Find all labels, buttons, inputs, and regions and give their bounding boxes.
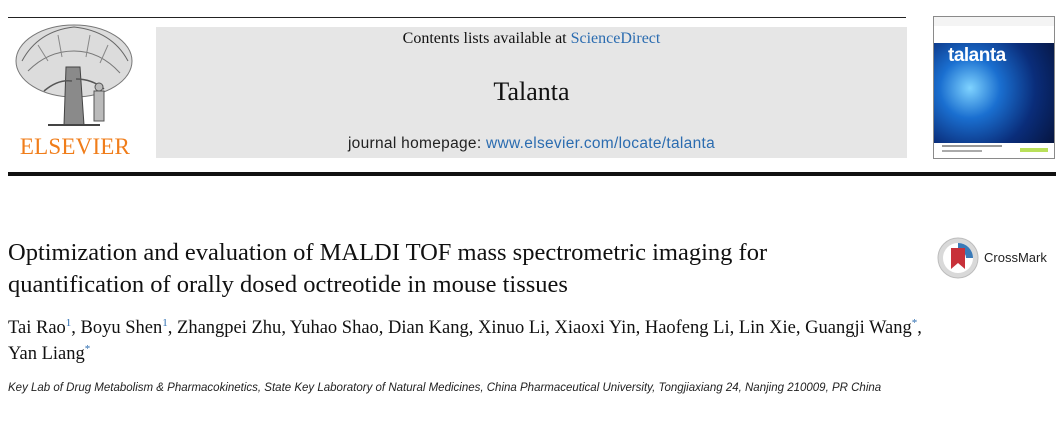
author-name-text: Tai Rao <box>8 318 66 338</box>
homepage-prefix: journal homepage: <box>347 135 487 152</box>
affiliation-mark[interactable]: 1 <box>162 316 168 329</box>
author-name[interactable]: Xiaoxi Yin <box>555 318 636 338</box>
author-name[interactable]: Tai Rao1 <box>8 316 72 338</box>
corresponding-author-mark[interactable]: * <box>911 316 918 329</box>
author-list: Tai Rao1, Boyu Shen1, Zhangpei Zhu, Yuha… <box>8 315 938 367</box>
author-name-text: Xinuo Li <box>477 318 546 338</box>
crossmark-button[interactable]: CrossMark <box>936 236 1056 282</box>
author-name-text: Haofeng Li <box>644 318 730 338</box>
elsevier-logo[interactable]: ELSEVIER <box>8 21 140 161</box>
crossmark-icon <box>937 237 979 279</box>
author-name[interactable]: Yan Liang* <box>8 342 91 364</box>
author-name-text: Yan Liang <box>8 344 85 364</box>
homepage-link[interactable]: www.elsevier.com/locate/talanta <box>486 135 716 152</box>
author-name[interactable]: Haofeng Li <box>645 318 730 338</box>
journal-cover[interactable]: talanta <box>933 16 1055 159</box>
affiliation: Key Lab of Drug Metabolism & Pharmacokin… <box>8 382 882 394</box>
author-name-text: Guangji Wang <box>805 318 912 338</box>
journal-name: Talanta <box>493 77 570 106</box>
author-separator: , <box>281 318 290 338</box>
contents-prefix: Contents lists available at <box>402 30 571 47</box>
contents-line: Contents lists available at ScienceDirec… <box>156 30 907 48</box>
author-name[interactable]: Guangji Wang* <box>805 316 918 338</box>
author-name[interactable]: Zhangpei Zhu <box>177 318 281 338</box>
cover-text-line <box>942 145 1002 147</box>
elsevier-wordmark: ELSEVIER <box>19 134 131 159</box>
author-separator: , <box>795 318 806 338</box>
cover-top-strip <box>934 17 1054 26</box>
header-rule <box>8 172 1056 176</box>
author-separator: , <box>635 318 645 338</box>
author-name-text: Xiaoxi Yin <box>554 318 636 338</box>
tree-icon <box>15 24 133 126</box>
top-rule <box>8 17 906 18</box>
author-separator: , <box>729 318 739 338</box>
author-separator: , <box>378 318 389 338</box>
author-name[interactable]: Xinuo Li <box>478 318 545 338</box>
author-name-text: Dian Kang <box>388 318 469 338</box>
author-separator: , <box>71 318 81 338</box>
author-name-text: Lin Xie <box>738 318 796 338</box>
cover-text-line <box>942 150 982 152</box>
sciencedirect-link[interactable]: ScienceDirect <box>570 30 661 47</box>
author-name[interactable]: Lin Xie <box>739 318 796 338</box>
author-name-text: Yuhao Shao <box>289 318 379 338</box>
author-name[interactable]: Boyu Shen1 <box>80 316 168 338</box>
article-title: Optimization and evaluation of MALDI TOF… <box>8 239 768 298</box>
author-name[interactable]: Dian Kang <box>388 318 469 338</box>
author-separator: , <box>468 318 478 338</box>
affiliation-mark[interactable]: 1 <box>65 316 72 329</box>
corresponding-author-mark[interactable]: * <box>84 342 91 355</box>
author-separator: , <box>545 318 555 338</box>
cover-title: talanta <box>948 45 1006 66</box>
author-separator: , <box>167 318 178 338</box>
author-name[interactable]: Yuhao Shao <box>290 318 379 338</box>
homepage-line: journal homepage: www.elsevier.com/locat… <box>156 135 907 153</box>
author-name-text: Boyu Shen <box>80 318 163 338</box>
crossmark-label: CrossMark <box>984 250 1047 265</box>
author-name-text: Zhangpei Zhu <box>177 318 282 338</box>
author-separator: , <box>917 318 922 338</box>
journal-masthead: Contents lists available at ScienceDirec… <box>156 27 907 158</box>
cover-image <box>934 43 1054 143</box>
cover-badge <box>1020 148 1048 152</box>
